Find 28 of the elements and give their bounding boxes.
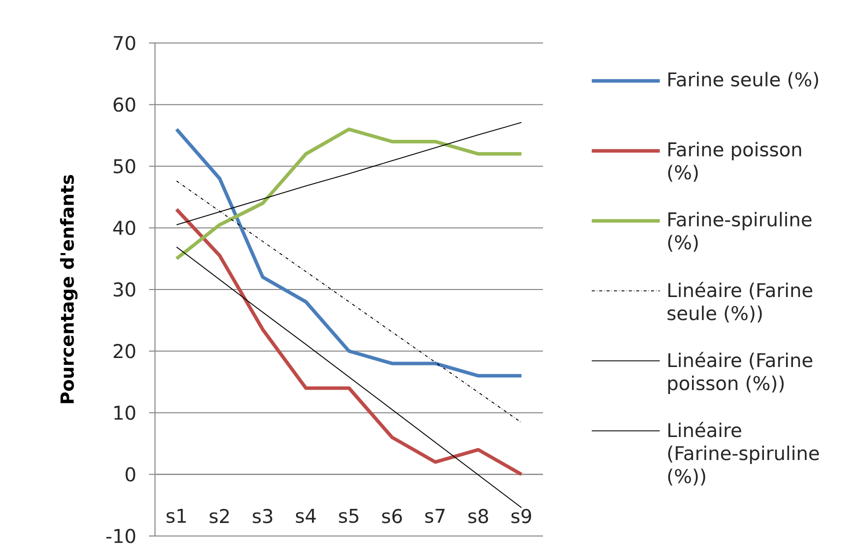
x-tick-label: s2	[210, 508, 229, 524]
legend-label: Linéaire (Farine poisson (%))	[668, 352, 812, 394]
line-series	[174, 128, 524, 378]
y-tick-label: 30	[114, 282, 136, 297]
y-tick-label: 50	[114, 159, 136, 174]
y-tick-label: -10	[106, 528, 136, 544]
y-tick-label: 0	[126, 467, 136, 482]
y-tick-label: 40	[113, 220, 136, 236]
legend-label: Linéaire (Farine-spiruline (%))	[668, 422, 819, 486]
x-tick-label: s5	[339, 508, 358, 524]
x-tick-label: s8	[468, 508, 488, 524]
legend-label: Farine-spiruline (%)	[668, 212, 812, 252]
x-tick-label: s9	[511, 508, 532, 524]
legend-label: Linéaire (Farine seule (%))	[668, 282, 812, 323]
x-tick-label: s3	[252, 508, 272, 524]
line-series	[174, 128, 524, 260]
x-tick-label: s7	[425, 508, 445, 524]
y-axis-title: Pourcentage d'enfants	[60, 175, 78, 404]
legend-label: Farine seule (%)	[668, 72, 818, 89]
y-tick-label: 70	[114, 36, 136, 50]
x-tick-label: s4	[296, 508, 316, 524]
line-series	[174, 208, 524, 476]
x-tick-label: s1	[166, 508, 186, 524]
legend-label: Farine poisson (%)	[668, 142, 802, 182]
y-tick-label: 60	[114, 97, 136, 112]
y-tick-label: 20	[114, 344, 136, 358]
y-tick-label: 10	[114, 406, 136, 420]
x-tick-label: s6	[382, 508, 402, 524]
